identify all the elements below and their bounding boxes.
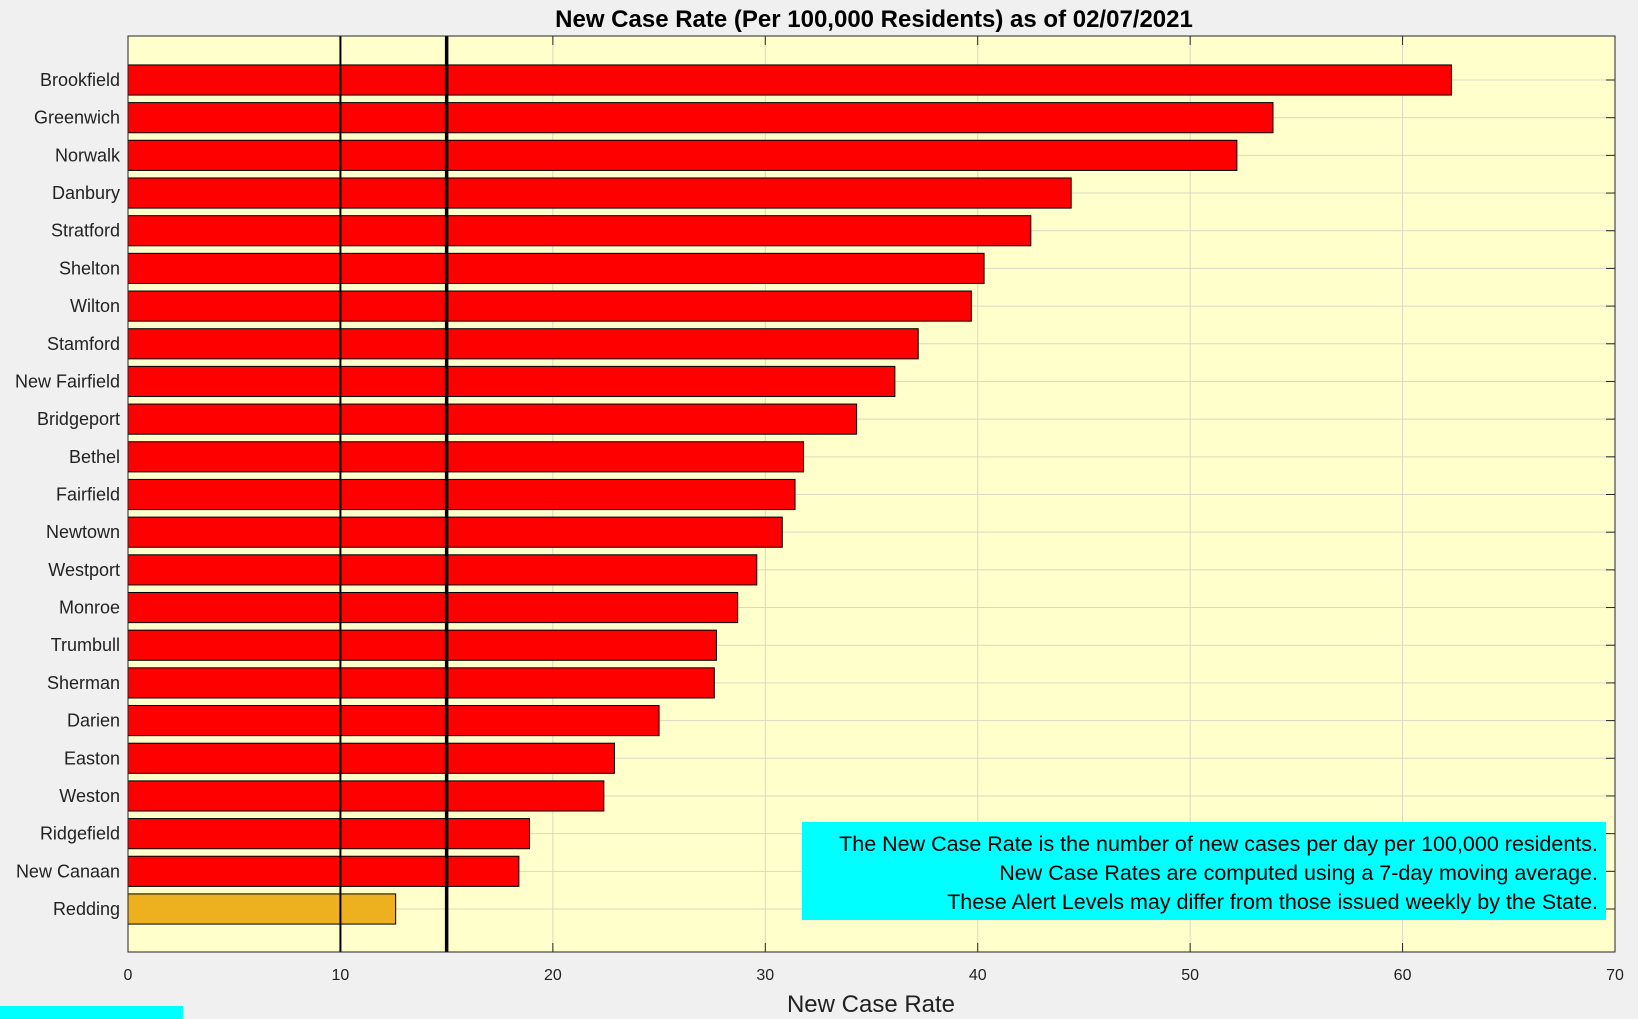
category-label: Darien	[67, 711, 120, 731]
x-tick-label: 30	[756, 967, 774, 984]
bar-redding	[127, 893, 397, 925]
plot-frame	[127, 35, 1616, 953]
reference-lines	[339, 36, 449, 952]
category-label: Stratford	[51, 221, 120, 241]
category-label: Ridgefield	[40, 824, 120, 844]
annotation-line-1: The New Case Rate is the number of new c…	[839, 832, 1598, 856]
category-label: Danbury	[52, 183, 120, 203]
x-tick-labels: 0 10 20 30 40 50 60 70	[124, 967, 1624, 984]
category-label: New Fairfield	[15, 371, 120, 391]
bar-bethel	[127, 441, 805, 473]
bar-new-canaan	[127, 855, 520, 887]
bars	[127, 64, 1452, 925]
bar-danbury	[127, 177, 1072, 209]
x-axis-label: New Case Rate	[787, 991, 955, 1018]
category-label: Brookfield	[40, 70, 120, 90]
corner-source-tag	[0, 1006, 183, 1019]
bar-stamford	[127, 328, 919, 360]
bar-newtown	[127, 516, 783, 548]
category-label: Trumbull	[51, 635, 120, 655]
bar-easton	[127, 742, 615, 774]
bar-wilton	[127, 290, 972, 322]
category-label: Stamford	[47, 334, 120, 354]
category-label: Redding	[53, 899, 120, 919]
bar-fairfield	[127, 478, 796, 511]
bar-darien	[127, 705, 660, 737]
x-tick-label: 20	[544, 967, 562, 984]
annotation-box: The New Case Rate is the number of new c…	[802, 822, 1606, 920]
category-label: Greenwich	[34, 108, 120, 128]
chart-title: New Case Rate (Per 100,000 Residents) as…	[555, 6, 1193, 33]
annotation-line-2: New Case Rates are computed using a 7-da…	[999, 861, 1598, 885]
category-label: Fairfield	[56, 485, 120, 505]
bar-new-fairfield	[127, 365, 896, 398]
bar-norwalk	[127, 139, 1238, 171]
category-label: Bridgeport	[37, 409, 120, 429]
category-label: Bethel	[69, 447, 120, 467]
bar-greenwich	[127, 102, 1274, 134]
bar-westport	[127, 554, 758, 586]
x-tick-label: 50	[1181, 967, 1199, 984]
category-label: Shelton	[59, 258, 120, 278]
category-label: Monroe	[59, 598, 120, 618]
category-label: Weston	[59, 786, 120, 806]
bar-monroe	[127, 591, 739, 624]
x-tick-label: 40	[969, 967, 987, 984]
x-tick-label: 0	[124, 967, 133, 984]
category-label: Newtown	[46, 522, 120, 542]
category-label: Norwalk	[55, 145, 121, 165]
x-tick-label: 10	[332, 967, 350, 984]
category-label: Wilton	[70, 296, 120, 316]
category-label: Westport	[48, 560, 120, 580]
bar-stratford	[127, 215, 1032, 247]
x-tick-label: 60	[1394, 967, 1412, 984]
bar-shelton	[127, 252, 985, 284]
category-label: New Canaan	[16, 861, 120, 881]
annotation-line-3: These Alert Levels may differ from those…	[947, 890, 1598, 914]
category-labels: Brookfield Greenwich Norwalk Danbury Stratfo…	[15, 70, 121, 919]
category-label: Easton	[64, 748, 120, 768]
x-tick-label: 70	[1606, 967, 1624, 984]
bar-ridgefield	[127, 818, 530, 850]
bar-trumbull	[127, 629, 717, 661]
category-label: Sherman	[47, 673, 120, 693]
bar-sherman	[127, 667, 715, 699]
bar-bridgeport	[127, 403, 858, 435]
bar-brookfield	[127, 64, 1452, 96]
bar-weston	[127, 780, 605, 812]
